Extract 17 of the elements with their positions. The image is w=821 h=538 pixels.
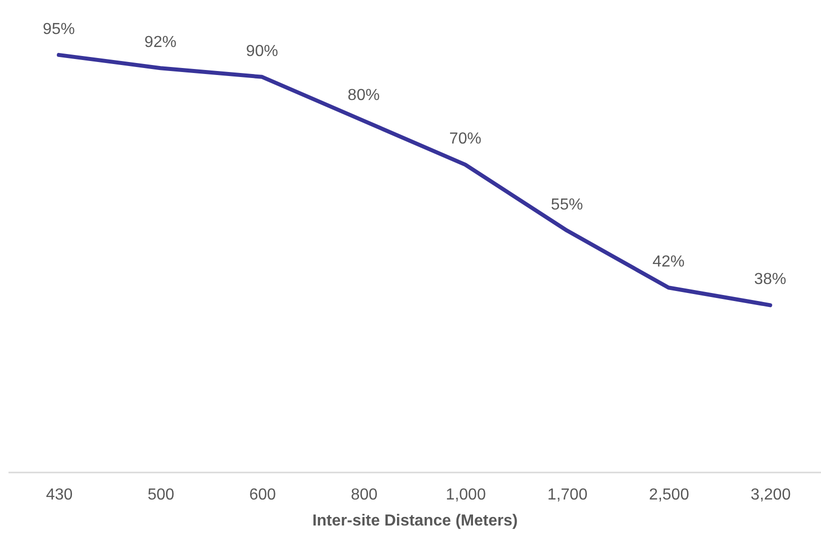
x-axis-title: Inter-site Distance (Meters) — [312, 512, 518, 530]
data-label: 55% — [550, 196, 583, 214]
data-label: 38% — [754, 271, 786, 288]
data-label: 42% — [652, 254, 685, 271]
x-tick-label: 1,000 — [446, 486, 486, 504]
data-label: 95% — [42, 20, 75, 38]
x-tick-label: 1,700 — [547, 486, 588, 504]
x-tick-label: 2,500 — [649, 486, 690, 504]
data-label: 80% — [348, 86, 380, 104]
x-tick-label: 500 — [148, 486, 174, 504]
x-tick-label: 3,200 — [750, 486, 791, 504]
data-label: 70% — [449, 130, 482, 148]
data-label: 90% — [246, 42, 278, 60]
x-tick-label: 600 — [249, 486, 276, 504]
x-tick-label: 800 — [350, 486, 378, 504]
data-label: 92% — [144, 34, 176, 52]
x-tick-label: 430 — [46, 486, 73, 504]
